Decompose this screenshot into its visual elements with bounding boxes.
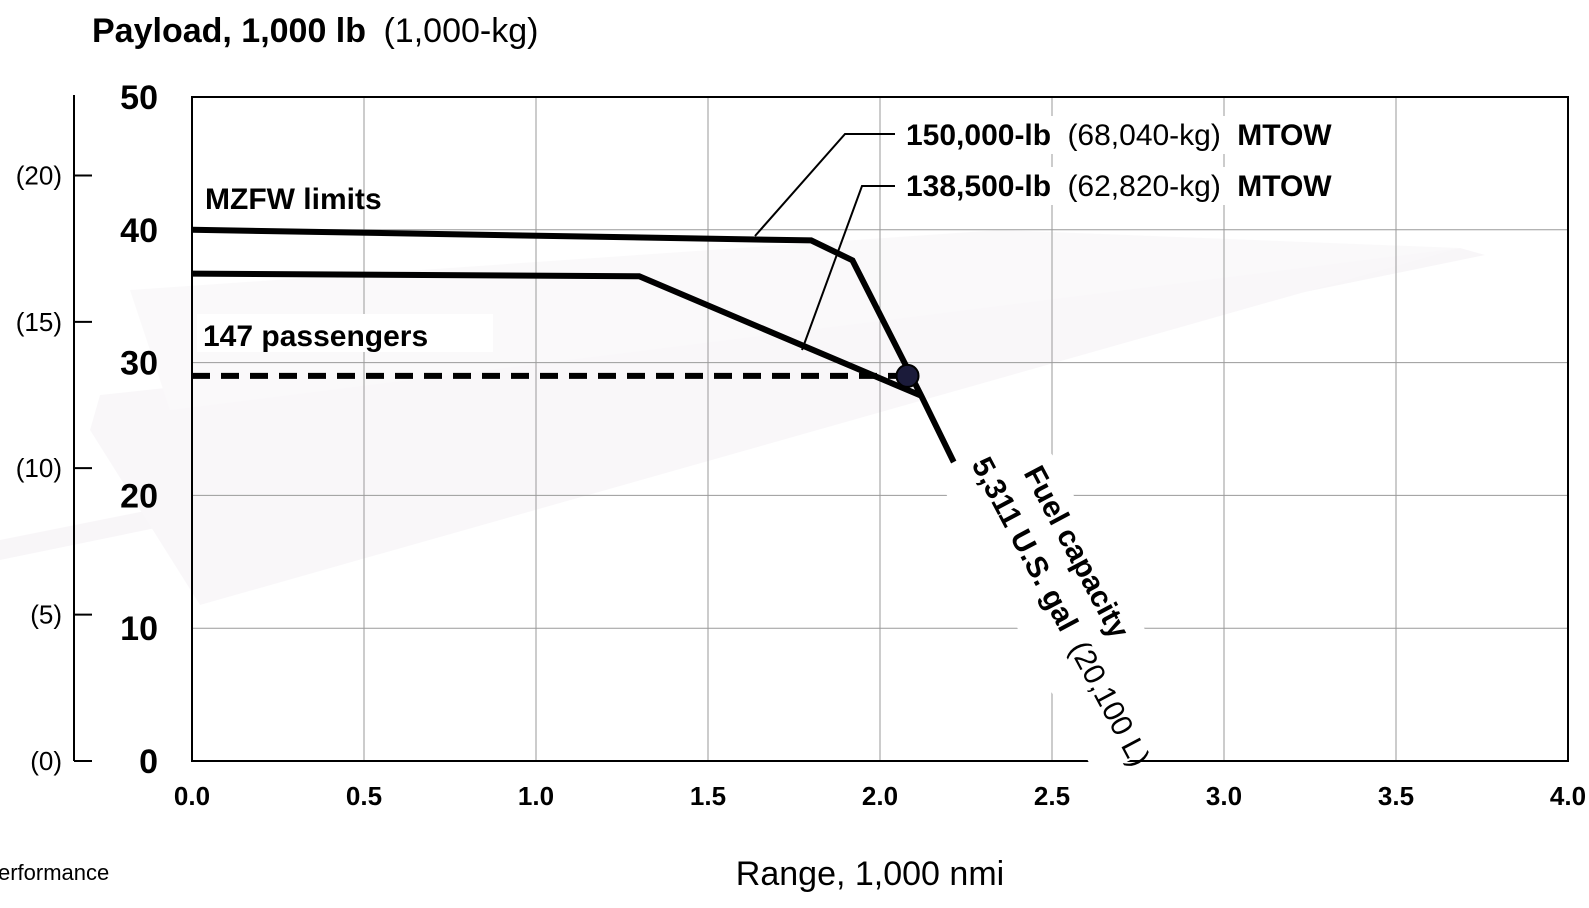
x-tick-label: 4.0 [1550,781,1586,811]
passenger-label-bg [197,314,493,352]
y-tick-label: 30 [120,345,158,383]
y-tick-label: 10 [120,610,158,648]
series-label-138k-suffix: MTOW [1237,170,1332,203]
leader-line-150k [754,133,895,237]
x-tick-label: 0.0 [174,781,210,811]
label-bg-150k [900,116,1380,154]
x-axis-title: Range, 1,000 nmi [736,855,1004,893]
mzfw-label: MZFW limits [205,183,382,216]
secondary-y-axis: (0) (5) (10) (15) (20) [16,95,92,776]
secondary-tick-label: (5) [30,600,62,630]
series-line-1 [191,270,923,399]
y-axis-title: Payload, 1,000 lb (1,000-kg) [92,12,538,50]
x-tick-labels: 0.0 0.5 1.0 1.5 2.0 2.5 3.0 3.5 4.0 [174,781,1586,811]
y-tick-label: 0 [139,743,158,781]
label-bg-138k [900,167,1380,205]
series-label-138k-metric: (62,820-kg) [1067,170,1220,203]
footer-text: erformance [0,860,109,885]
series-label-150k-suffix: MTOW [1237,119,1332,152]
secondary-tick-label: (0) [30,746,62,776]
series-label-150k: 150,000-lb (68,040-kg) MTOW [906,119,1332,152]
x-tick-label: 0.5 [346,781,382,811]
fuel-capacity-label: Fuel capacity 5,311 U.S. gal (20,100 L) [934,419,1196,778]
series-label-138k-weight: 138,500-lb [906,170,1051,203]
passenger-label: 147 passengers [203,320,428,353]
series-label-150k-weight: 150,000-lb [906,119,1051,152]
secondary-tick-label: (10) [16,453,62,483]
y-tick-label: 20 [120,477,158,515]
y-tick-labels: 0 10 20 30 40 50 [120,79,158,781]
x-tick-label: 2.0 [862,781,898,811]
y-tick-label: 40 [120,212,158,250]
x-tick-label: 1.0 [518,781,554,811]
y-tick-label: 50 [120,79,158,117]
x-tick-label: 1.5 [690,781,726,811]
x-tick-label: 3.5 [1378,781,1414,811]
y-axis-title-unit: (1,000-kg) [383,12,538,50]
airplane-watermark [0,230,1485,605]
secondary-tick-label: (20) [16,160,62,190]
passenger-point-marker [895,363,920,388]
series-label-150k-metric: (68,040-kg) [1067,119,1220,152]
plot-frame [191,96,1569,762]
secondary-tick-label: (15) [16,307,62,337]
y-axis-title-main: Payload, 1,000 lb [92,12,366,50]
x-tick-label: 3.0 [1206,781,1242,811]
series-label-138k: 138,500-lb (62,820-kg) MTOW [906,170,1332,203]
x-tick-label: 2.5 [1034,781,1070,811]
leader-line-138k [801,185,895,351]
